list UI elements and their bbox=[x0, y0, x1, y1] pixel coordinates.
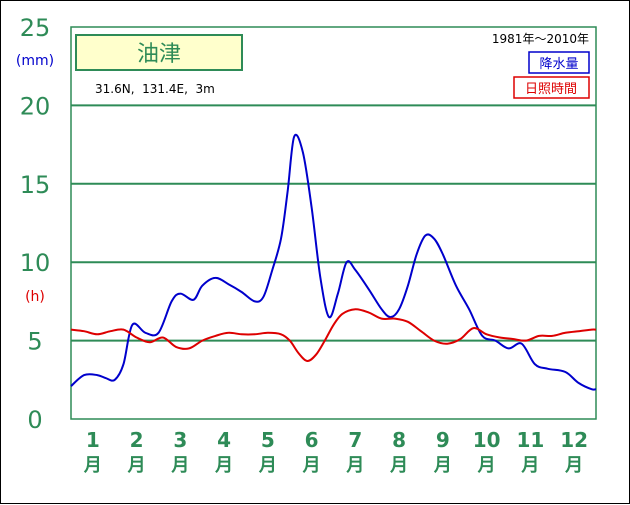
precipitation-line bbox=[70, 133, 597, 391]
y-tick-label: 5 bbox=[27, 328, 42, 356]
y-tick-label: 15 bbox=[20, 171, 51, 199]
month-suffix-label: 月 bbox=[345, 455, 364, 476]
month-number-label: 9 bbox=[436, 428, 450, 452]
y-tick-labels: 0 5 10 15 20 25 bbox=[20, 14, 51, 434]
month-suffix-label: 月 bbox=[433, 455, 452, 476]
series-lines bbox=[70, 133, 597, 391]
month-number-label: 2 bbox=[130, 428, 144, 452]
month-number-label: 3 bbox=[173, 428, 187, 452]
major-gridlines bbox=[70, 26, 597, 420]
month-number-label: 12 bbox=[560, 428, 588, 452]
month-suffix-label: 月 bbox=[302, 455, 321, 476]
x-tick-labels: 1 月 2 月 3 月 4 月 5 月 6 月 7 月 8 月 9 月 10 月 11 月 12 月 bbox=[83, 428, 588, 476]
location-text: 31.6N, 131.4E, 3m bbox=[95, 82, 215, 96]
month-number-label: 4 bbox=[217, 428, 231, 452]
month-suffix-label: 月 bbox=[477, 455, 496, 476]
chart-title: 油津 bbox=[137, 42, 181, 67]
month-suffix-label: 月 bbox=[389, 455, 408, 476]
y-tick-label: 20 bbox=[20, 92, 51, 120]
month-number-label: 1 bbox=[86, 428, 100, 452]
y-tick-label: 0 bbox=[27, 406, 42, 434]
month-suffix-label: 月 bbox=[127, 455, 146, 476]
month-suffix-label: 月 bbox=[520, 455, 539, 476]
period-text: 1981年～2010年 bbox=[492, 32, 589, 46]
legend-sunshine-box bbox=[513, 76, 590, 99]
legend-precip-box bbox=[528, 51, 590, 74]
month-suffix-label: 月 bbox=[258, 455, 277, 476]
y-unit-h: (h) bbox=[25, 289, 45, 305]
legend-precip-label: 降水量 bbox=[539, 57, 578, 72]
location-bg bbox=[89, 77, 233, 97]
month-number-label: 5 bbox=[261, 428, 275, 452]
month-number-label: 7 bbox=[348, 428, 362, 452]
month-suffix-label: 月 bbox=[170, 455, 189, 476]
month-suffix-label: 月 bbox=[83, 455, 102, 476]
month-number-label: 11 bbox=[516, 428, 544, 452]
sunshine-line bbox=[70, 308, 597, 362]
y-unit-mm: (mm) bbox=[16, 53, 54, 69]
month-suffix-label: 月 bbox=[214, 455, 233, 476]
month-number-label: 6 bbox=[305, 428, 319, 452]
period-bg bbox=[475, 29, 591, 47]
y-tick-label: 25 bbox=[20, 14, 51, 42]
title-box bbox=[75, 34, 243, 71]
month-number-label: 8 bbox=[392, 428, 406, 452]
month-number-label: 10 bbox=[473, 428, 501, 452]
month-suffix-label: 月 bbox=[564, 455, 583, 476]
y-tick-label: 10 bbox=[20, 249, 51, 277]
legend-sunshine-label: 日照時間 bbox=[525, 82, 577, 97]
